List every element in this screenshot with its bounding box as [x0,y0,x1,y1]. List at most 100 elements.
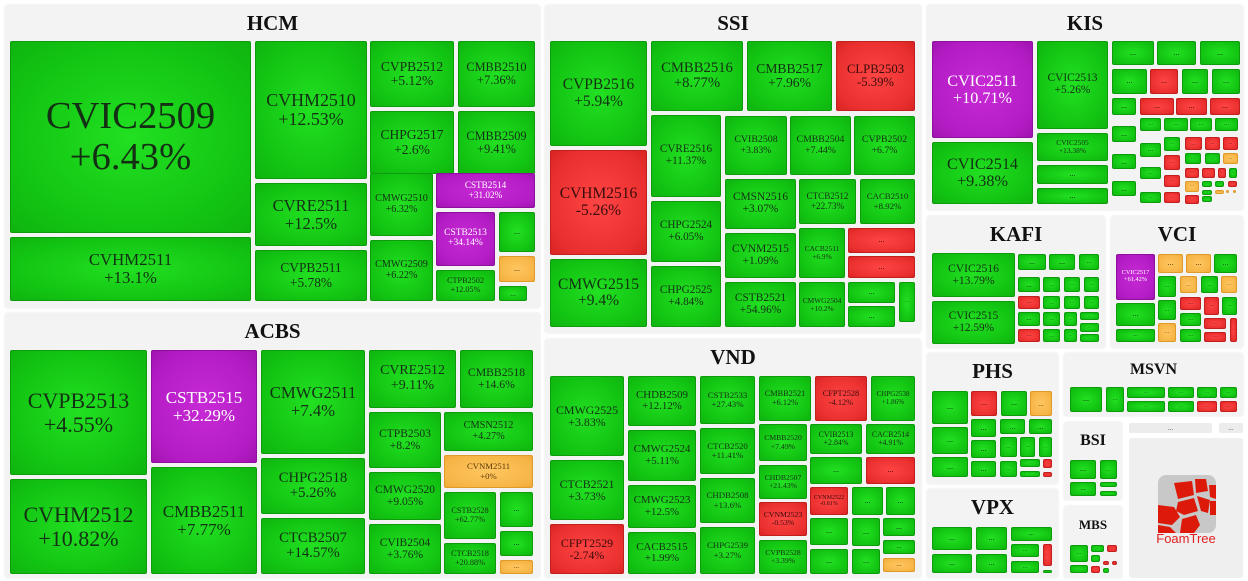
collapsed-tile[interactable]: ... [1220,387,1237,398]
collapsed-tile[interactable]: ... [499,212,535,252]
warrant-tile[interactable]: CHDB2509 +12.12% [628,376,696,426]
warrant-tile[interactable]: CMWG2504 +10.2% [799,282,845,327]
warrant-tile[interactable]: CVIB2508 +3.83% [725,116,787,175]
warrant-tile[interactable]: CMBB2521 +6.12% [759,376,811,421]
collapsed-tile[interactable]: ... [1210,98,1240,115]
collapsed-tile[interactable]: ... [852,518,880,546]
collapsed-tile[interactable]: ... [1079,254,1099,270]
warrant-tile[interactable]: CSTB2521 +54.96% [725,282,796,327]
warrant-tile[interactable]: CVNM2515 +1.09% [725,233,796,278]
collapsed-tile[interactable]: ... [1176,98,1207,115]
collapsed-tile[interactable]: ... [1112,126,1136,142]
warrant-tile[interactable]: CVPB2511 +5.78% [255,250,367,301]
warrant-tile[interactable]: CVIB2504 +3.76% [369,524,441,574]
collapsed-tile[interactable]: ... [1202,181,1212,187]
collapsed-tile[interactable]: ... [1037,188,1108,204]
collapsed-tile[interactable]: ... [499,286,527,301]
collapsed-tile[interactable]: ... [1214,254,1237,273]
collapsed-tile[interactable]: ... [1080,334,1099,342]
collapsed-tile[interactable]: ... [1215,190,1224,194]
collapsed-tile[interactable]: ... [1164,192,1180,203]
warrant-tile[interactable]: CTPB2502 +12.05% [436,270,495,301]
warrant-tile[interactable]: CMWG2515 +9.4% [550,259,647,327]
collapsed-tile[interactable]: ... [848,256,915,278]
collapsed-tile[interactable]: ... [1037,165,1108,184]
warrant-tile[interactable]: CVPB2512 +5.12% [370,41,454,107]
collapsed-tile[interactable]: ... [1018,277,1040,292]
collapsed-tile[interactable]: ... [1229,168,1237,178]
collapsed-tile[interactable]: ... [1158,276,1176,297]
warrant-tile[interactable]: CMBB2520 +7.49% [759,424,807,461]
collapsed-tile[interactable]: ... [1100,482,1117,487]
collapsed-tile[interactable]: ... [1000,419,1025,434]
collapsed-tile[interactable]: ... [1185,137,1202,150]
collapsed-tile[interactable]: ... [1106,387,1124,412]
collapsed-tile[interactable]: ... [1202,190,1212,195]
warrant-tile[interactable]: CSTB2528 +62.77% [444,492,496,539]
collapsed-tile[interactable]: ... [1212,69,1240,94]
collapsed-tile[interactable]: ... [1043,570,1052,573]
warrant-tile[interactable]: CHPG2518 +5.26% [261,458,365,514]
collapsed-tile[interactable]: ... [866,457,915,484]
collapsed-tile[interactable]: ... [1043,312,1060,326]
collapsed-tile[interactable]: ... [932,554,972,573]
collapsed-tile[interactable]: ... [1116,329,1155,342]
collapsed-tile[interactable]: ... [1043,459,1052,468]
collapsed-tile[interactable]: ... [499,256,535,282]
collapsed-tile[interactable]: ... [1215,118,1238,131]
collapsed-tile[interactable]: ... [1018,312,1040,326]
warrant-tile[interactable]: CVIC2514 +9.38% [932,142,1033,204]
warrant-tile[interactable]: CSTB2533 +27.43% [700,376,755,424]
collapsed-tile[interactable]: ... [1197,401,1217,412]
collapsed-tile[interactable]: ... [1112,98,1136,115]
collapsed-tile[interactable]: ... [1200,41,1240,65]
warrant-tile[interactable]: CMWG2511 +7.4% [261,350,365,454]
warrant-tile[interactable]: CVIB2513 +2.84% [810,424,862,454]
collapsed-tile[interactable]: ... [1223,137,1238,150]
collapsed-tile[interactable]: ... [1064,277,1080,292]
collapsed-tile[interactable]: ... [1070,565,1088,573]
warrant-tile[interactable]: CSTB2513 +34.14% [436,212,495,266]
warrant-tile[interactable]: CHDB2507 +21.43% [759,465,807,499]
warrant-tile[interactable]: CVIC2513 +5.26% [1037,41,1108,129]
warrant-tile[interactable]: CHDB2508 +13.6% [700,478,755,523]
collapsed-tile[interactable]: ... [1107,545,1117,552]
collapsed-tile[interactable]: ... [1084,277,1099,292]
collapsed-tile[interactable]: ... [1000,461,1017,477]
collapsed-tile[interactable]: ... [1103,561,1109,565]
warrant-tile[interactable]: CTCB2521 +3.73% [550,460,624,520]
warrant-tile[interactable]: CLPB2503 -5.39% [836,41,915,111]
warrant-tile[interactable]: CMBB2510 +7.36% [458,41,535,107]
collapsed-tile[interactable]: ... [1112,69,1147,94]
collapsed-tile[interactable]: ... [1020,437,1035,457]
collapsed-tile[interactable]: ... [1190,118,1212,131]
warrant-tile[interactable]: CHPG2525 +4.84% [651,266,721,327]
warrant-tile[interactable]: CHPG2539 +3.27% [700,527,755,574]
warrant-tile[interactable]: CMBB2517 +7.96% [747,41,832,111]
collapsed-tile[interactable]: ... [932,457,968,477]
collapsed-tile[interactable]: ... [932,391,968,424]
collapsed-tile[interactable]: ... [1230,318,1237,342]
collapsed-tile[interactable]: ... [932,427,968,454]
collapsed-tile[interactable]: ... [1020,459,1040,467]
warrant-tile[interactable]: CVIC2509 +6.43% [10,41,251,233]
collapsed-group-bar[interactable]: ... [1129,423,1212,433]
collapsed-tile[interactable]: ... [1158,323,1176,342]
collapsed-tile[interactable]: ... [1180,297,1201,310]
collapsed-tile[interactable]: ... [1070,482,1096,496]
collapsed-tile[interactable]: ... [1182,69,1208,94]
collapsed-tile[interactable]: ... [883,558,915,572]
collapsed-tile[interactable]: ... [1020,471,1040,477]
collapsed-tile[interactable]: ... [1112,561,1117,565]
collapsed-tile[interactable]: ... [852,487,883,515]
warrant-tile[interactable]: CMWG2510 +6.32% [370,173,433,236]
collapsed-tile[interactable]: ... [1070,460,1096,479]
warrant-tile[interactable]: CTCB2512 +22.73% [799,179,856,224]
collapsed-tile[interactable]: ... [932,527,972,550]
warrant-tile[interactable]: CMSN2516 +3.07% [725,179,796,229]
collapsed-tile[interactable]: ... [1202,196,1212,202]
collapsed-tile[interactable]: ... [899,282,915,322]
collapsed-tile[interactable]: ... [1150,69,1178,94]
collapsed-tile[interactable]: ... [971,419,996,437]
collapsed-tile[interactable]: ... [1049,254,1075,270]
